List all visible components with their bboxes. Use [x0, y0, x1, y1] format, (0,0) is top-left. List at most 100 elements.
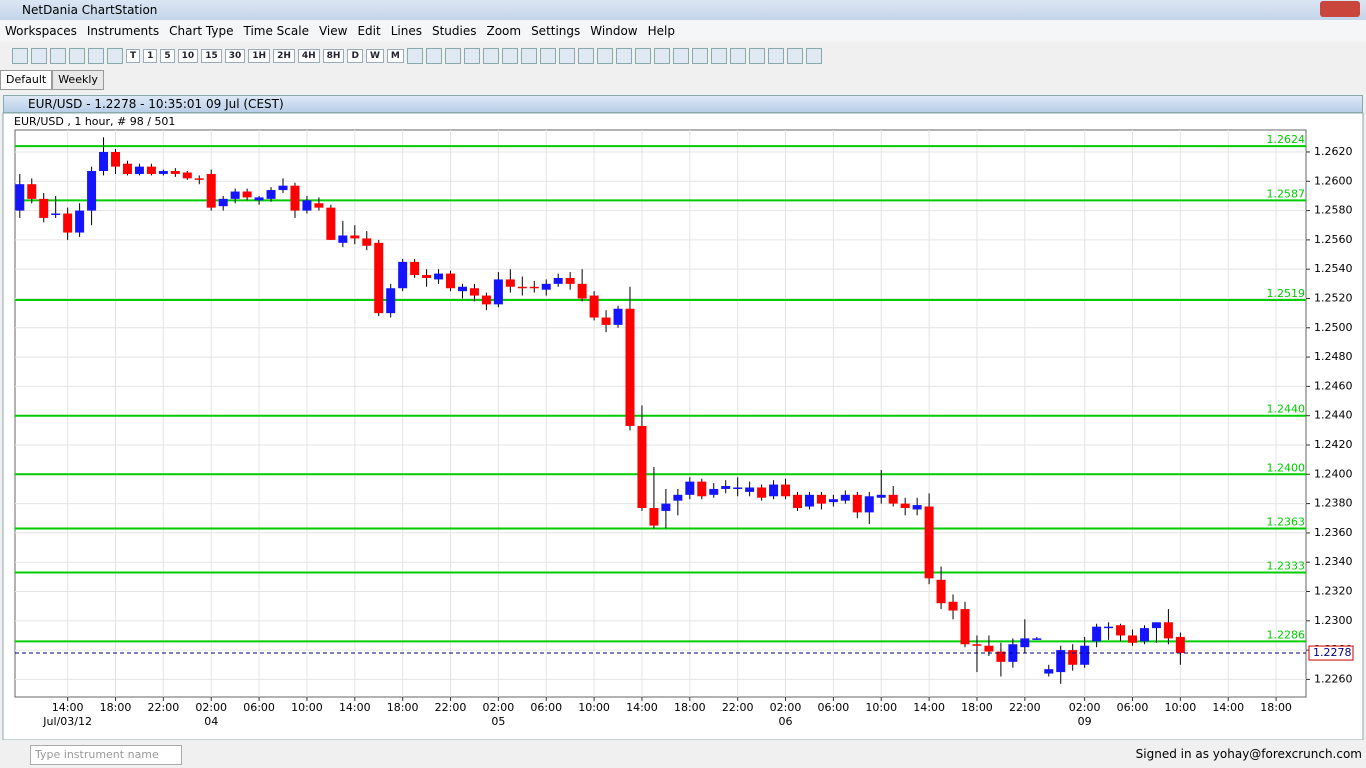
- toolbar-icon[interactable]: [31, 48, 47, 64]
- candle-body: [757, 487, 767, 498]
- tab-bar: Default Weekly: [0, 70, 104, 90]
- level-label: 1.2519: [1267, 287, 1306, 300]
- candle-body: [517, 286, 527, 289]
- toolbar-icon[interactable]: [501, 48, 518, 64]
- timescale-button[interactable]: T: [126, 49, 141, 63]
- toolbar-icon[interactable]: [615, 48, 632, 64]
- timescale-button[interactable]: D: [347, 49, 363, 63]
- title-bar: NetDania ChartStation: [0, 0, 1366, 20]
- candle-body: [505, 279, 515, 287]
- candle-body: [972, 644, 982, 646]
- menu-item[interactable]: Instruments: [86, 24, 160, 38]
- x-tick-label: 14:00: [52, 701, 84, 714]
- candle-body: [350, 235, 360, 239]
- toolbar-icon[interactable]: [444, 48, 461, 64]
- candle-body: [15, 184, 25, 211]
- toolbar-icon[interactable]: [406, 48, 423, 64]
- menu-item[interactable]: Edit: [357, 24, 381, 38]
- timescale-button[interactable]: 4H: [297, 49, 320, 63]
- toolbar-icon[interactable]: [12, 48, 28, 64]
- toolbar-icon[interactable]: [520, 48, 537, 64]
- x-tick-label: 02:00: [195, 701, 227, 714]
- toolbar-icon[interactable]: [107, 48, 123, 64]
- toolbar-icon[interactable]: [463, 48, 480, 64]
- current-price-box: [1308, 645, 1354, 661]
- menu-item[interactable]: View: [318, 24, 348, 38]
- timescale-button[interactable]: 8H: [322, 49, 345, 63]
- candle-body: [697, 481, 707, 497]
- menu-item[interactable]: Help: [647, 24, 675, 38]
- candle-body: [721, 486, 731, 489]
- current-price-label: 1.2278: [1313, 646, 1352, 659]
- menu-item[interactable]: Window: [590, 24, 638, 38]
- toolbar-icon[interactable]: [767, 48, 784, 64]
- candle-body: [158, 171, 168, 174]
- candle-body: [852, 494, 862, 513]
- candle-body: [589, 295, 599, 318]
- timescale-button[interactable]: 10: [177, 49, 199, 63]
- chart-subtitle: EUR/USD , 1 hour, # 98 / 501: [14, 115, 175, 128]
- menu-item[interactable]: Chart Type: [169, 24, 234, 38]
- y-tick-label: 1.2440: [1314, 409, 1353, 422]
- toolbar-icon[interactable]: [691, 48, 708, 64]
- toolbar-icon[interactable]: [539, 48, 556, 64]
- x-tick-label: 06:00: [1117, 701, 1149, 714]
- y-tick-label: 1.2380: [1314, 497, 1353, 510]
- candle-body: [816, 494, 826, 504]
- timescale-button[interactable]: W: [365, 49, 384, 63]
- toolbar-icon[interactable]: [672, 48, 689, 64]
- level-label: 1.2440: [1267, 403, 1306, 416]
- toolbar-icon[interactable]: [577, 48, 594, 64]
- toolbar-icon[interactable]: [729, 48, 746, 64]
- candle-body: [900, 503, 910, 508]
- candle-body: [685, 481, 695, 495]
- app-title: NetDania ChartStation: [22, 3, 158, 17]
- timescale-button[interactable]: 15: [201, 49, 222, 63]
- toolbar-icon[interactable]: [50, 48, 66, 64]
- candle-body: [1163, 622, 1173, 639]
- tab[interactable]: Weekly: [52, 70, 104, 90]
- menu-item[interactable]: Time Scale: [243, 24, 309, 38]
- toolbar-icon[interactable]: [425, 48, 442, 64]
- timescale-button[interactable]: 5: [160, 49, 175, 63]
- toolbar-icon[interactable]: [558, 48, 575, 64]
- timescale-button[interactable]: 2H: [273, 49, 295, 63]
- x-tick-label: 14:00: [339, 701, 371, 714]
- toolbar-icon[interactable]: [69, 48, 85, 64]
- x-tick-label: 18:00: [1260, 701, 1292, 714]
- candle-body: [637, 425, 647, 508]
- tab[interactable]: Default: [0, 70, 53, 90]
- toolbar-icon[interactable]: [786, 48, 803, 64]
- timescale-button[interactable]: M: [386, 49, 404, 63]
- menu-item[interactable]: Workspaces: [5, 24, 77, 38]
- menu-bar: Workspaces Instruments Chart Type Time Scal…: [0, 20, 1366, 42]
- x-tick-label: 10:00: [1165, 701, 1197, 714]
- timescale-button[interactable]: 1H: [248, 49, 271, 63]
- toolbar-icon[interactable]: [710, 48, 727, 64]
- candle-body: [362, 238, 372, 246]
- y-tick-label: 1.2480: [1314, 350, 1353, 363]
- x-tick-label: 22:00: [435, 701, 467, 714]
- toolbar-icon[interactable]: [805, 48, 822, 64]
- toolbar-icon[interactable]: [596, 48, 613, 64]
- x-tick-label: 18:00: [387, 701, 419, 714]
- toolbar-icon[interactable]: [634, 48, 651, 64]
- timescale-button[interactable]: 30: [224, 49, 246, 63]
- menu-item[interactable]: Lines: [390, 24, 422, 38]
- menu-item[interactable]: Studies: [431, 24, 477, 38]
- toolbar-icon[interactable]: [653, 48, 670, 64]
- instrument-search[interactable]: Type instrument name: [30, 745, 182, 765]
- menu-item[interactable]: Settings: [531, 24, 581, 38]
- candle-body: [733, 487, 743, 489]
- y-tick-label: 1.2340: [1314, 555, 1353, 568]
- candle-body: [876, 494, 886, 498]
- timescale-button[interactable]: 1: [143, 49, 158, 63]
- candle-body: [338, 235, 348, 243]
- menu-item[interactable]: Zoom: [486, 24, 522, 38]
- candle-body: [828, 499, 838, 503]
- toolbar-icon[interactable]: [482, 48, 499, 64]
- x-tick-label: 02:00: [770, 701, 802, 714]
- toolbar-icon[interactable]: [748, 48, 765, 64]
- toolbar-icon[interactable]: [88, 48, 104, 64]
- close-button[interactable]: [1320, 1, 1360, 17]
